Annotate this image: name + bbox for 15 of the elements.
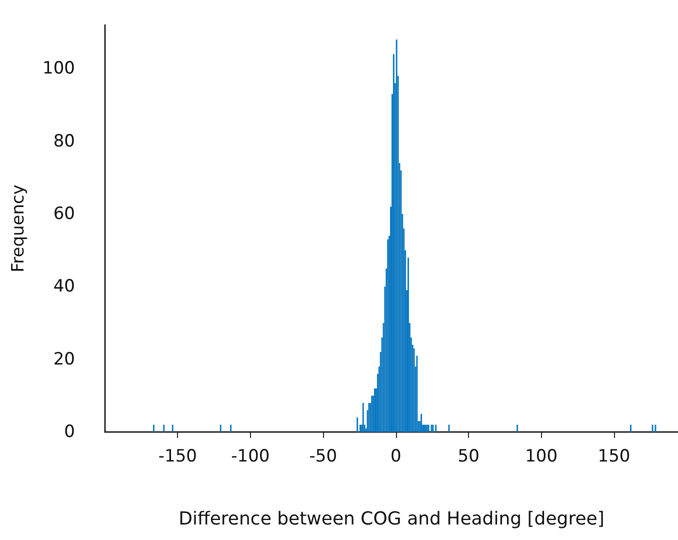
x-tick-label: 150 (598, 446, 630, 466)
y-tick-label: 100 (42, 58, 75, 79)
x-tick-label: -50 (309, 446, 338, 466)
x-tick-label: -100 (231, 446, 270, 466)
x-tick-label: 50 (458, 446, 480, 466)
y-tick-label: 80 (53, 131, 75, 152)
x-tick-label: 100 (525, 446, 558, 466)
x-axis-title: Difference between COG and Heading [degree] (178, 508, 604, 530)
x-tick-label: -150 (158, 446, 198, 466)
y-tick-label: 60 (53, 204, 75, 224)
y-tick-label: 20 (53, 349, 75, 370)
x-tick-label: 0 (390, 446, 402, 466)
y-tick-label: 40 (53, 276, 75, 297)
y-tick-label: 0 (64, 422, 75, 442)
y-axis-title: Frequency (8, 184, 28, 272)
